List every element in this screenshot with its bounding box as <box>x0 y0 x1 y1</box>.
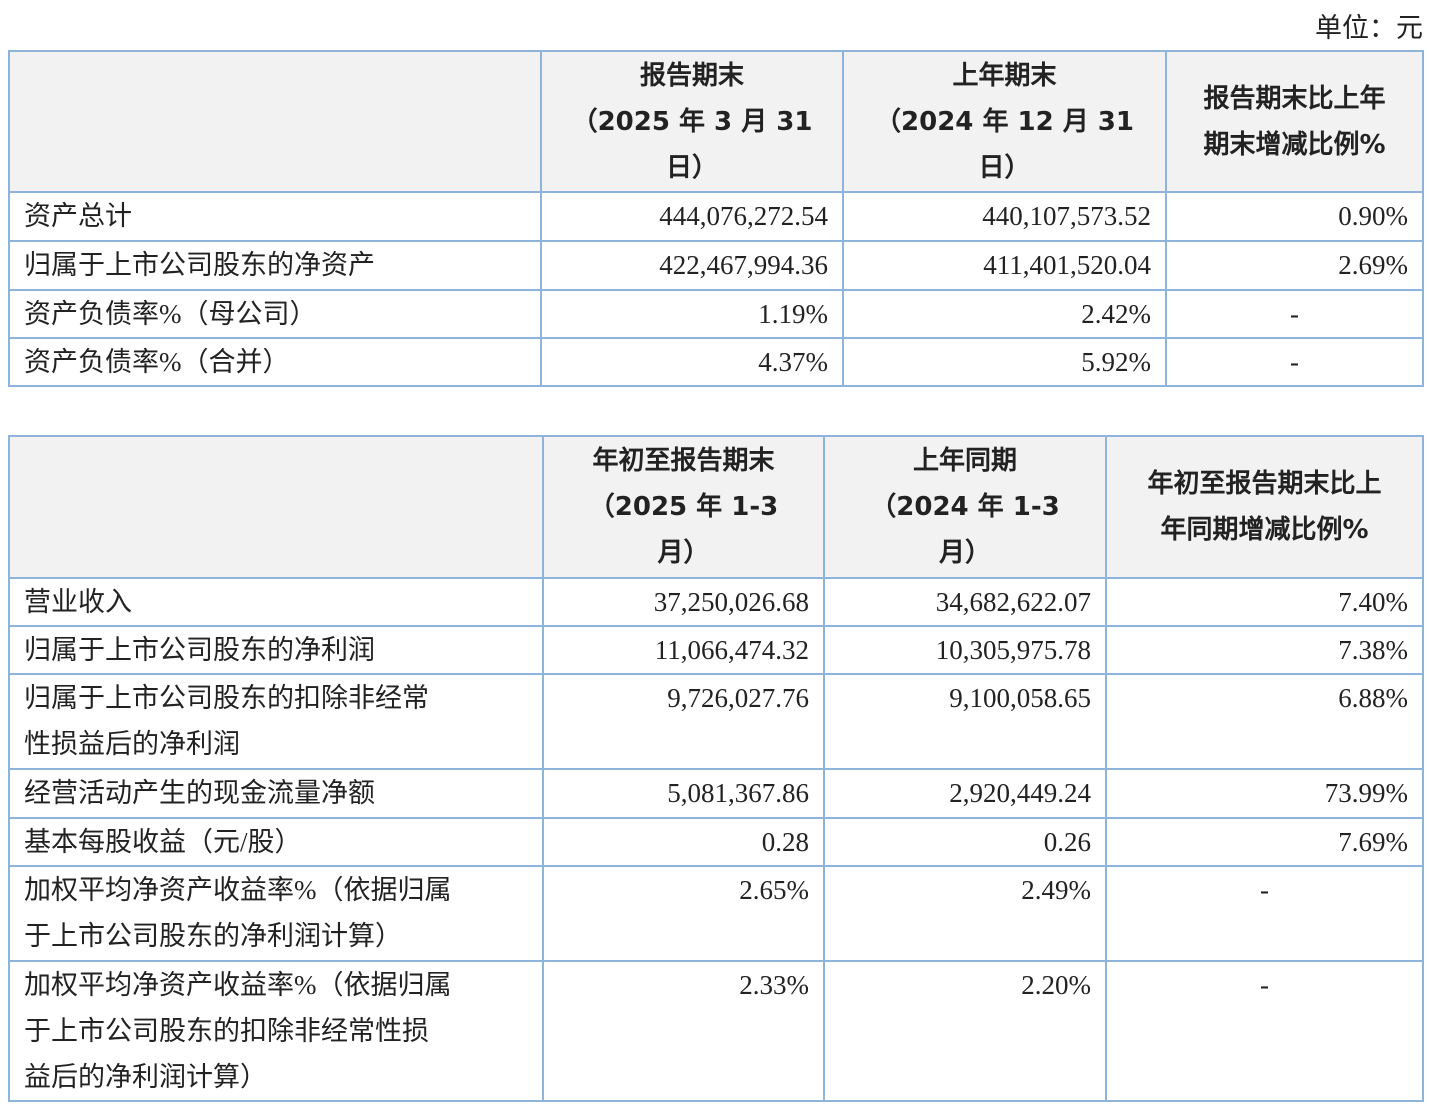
cell-line: （2025 年 1-3 <box>588 492 779 522</box>
header-cell: 上年同期 （2024 年 1-3 月） <box>823 435 1107 579</box>
value-cell: 5.92% <box>842 337 1167 387</box>
cell-line: （2024 年 1-3 <box>870 492 1060 522</box>
value-cell: 9,100,058.65 <box>823 673 1107 770</box>
cell-line: 归属于上市公司股东的扣除非经常 <box>24 683 429 713</box>
row-label: 归属于上市公司股东的净利润 <box>8 625 544 675</box>
table-row: 归属于上市公司股东的净利润 11,066,474.32 10,305,975.78 7… <box>8 625 1424 675</box>
value-cell: 422,467,994.36 <box>540 240 844 291</box>
header-cell <box>8 50 542 193</box>
header-cell: 上年期末 （2024 年 12 月 31 日） <box>842 50 1167 193</box>
cell-line: 日） <box>978 152 1031 183</box>
cell-line: 报告期末 <box>639 60 744 91</box>
value-cell: 6.88% <box>1105 673 1424 770</box>
header-row: 年初至报告期末 （2025 年 1-3 月） 上年同期 （2024 年 1-3 月） 年初至… <box>8 435 1424 579</box>
value-cell: 4.37% <box>540 337 844 387</box>
value-cell: 7.40% <box>1105 577 1424 627</box>
value-cell: 34,682,622.07 <box>823 577 1107 627</box>
cell-line: 加权平均净资产收益率%（依据归属 <box>24 970 452 1000</box>
header-cell: 年初至报告期末 （2025 年 1-3 月） <box>542 435 825 579</box>
unit-label: 单位：元 <box>1315 13 1423 43</box>
row-label: 资产总计 <box>8 191 542 242</box>
cell-line: 报告期末比上年 <box>1203 83 1386 114</box>
value-cell: 2,920,449.24 <box>823 768 1107 819</box>
table-row: 归属于上市公司股东的扣除非经常 性损益后的净利润 9,726,027.76 9,100… <box>8 673 1424 770</box>
income-table: 年初至报告期末 （2025 年 1-3 月） 上年同期 （2024 年 1-3 月） 年初至… <box>8 435 1424 1102</box>
value-cell: 2.69% <box>1165 240 1424 291</box>
table-row: 加权平均净资产收益率%（依据归属 于上市公司股东的扣除非经常性损 益后的净利润计算）… <box>8 960 1424 1102</box>
cell-line: 上年期末 <box>952 60 1057 91</box>
header-cell: 报告期末 （2025 年 3 月 31 日） <box>540 50 844 193</box>
value-cell: 11,066,474.32 <box>542 625 825 675</box>
cell-line: 年同期增减比例% <box>1160 515 1369 545</box>
cell-line: 益后的净利润计算） <box>24 1062 267 1092</box>
value-cell: 7.38% <box>1105 625 1424 675</box>
table-row: 资产负债率%（合并） 4.37% 5.92% - <box>8 337 1424 387</box>
value-cell: 5,081,367.86 <box>542 768 825 819</box>
cell-line: 性损益后的净利润 <box>24 729 240 759</box>
value-cell: 2.65% <box>542 865 825 962</box>
table-row: 加权平均净资产收益率%（依据归属 于上市公司股东的净利润计算） 2.65% 2.49%… <box>8 865 1424 962</box>
cell-line: 日） <box>665 152 718 183</box>
value-cell: 0.28 <box>542 817 825 867</box>
cell-line: 月） <box>938 538 991 568</box>
row-label: 经营活动产生的现金流量净额 <box>8 768 544 819</box>
header-cell: 报告期末比上年 期末增减比例% <box>1165 50 1424 193</box>
header-cell <box>8 435 544 579</box>
cell-line: 月） <box>657 538 710 568</box>
cell-line: 于上市公司股东的扣除非经常性损 <box>24 1016 429 1046</box>
value-cell: - <box>1105 960 1424 1102</box>
row-label: 资产负债率%（合并） <box>8 337 542 387</box>
table-row: 经营活动产生的现金流量净额 5,081,367.86 2,920,449.24 73.… <box>8 768 1424 819</box>
header-cell: 年初至报告期末比上 年同期增减比例% <box>1105 435 1424 579</box>
value-cell: 2.42% <box>842 289 1167 339</box>
cell-line: 加权平均净资产收益率%（依据归属 <box>24 875 452 905</box>
value-cell: 37,250,026.68 <box>542 577 825 627</box>
table-row: 资产负债率%（母公司） 1.19% 2.42% - <box>8 289 1424 339</box>
value-cell: 0.90% <box>1165 191 1424 242</box>
value-cell: 2.33% <box>542 960 825 1102</box>
table-row: 归属于上市公司股东的净资产 422,467,994.36 411,401,520.0… <box>8 240 1424 291</box>
cell-line: 期末增减比例% <box>1203 129 1386 160</box>
row-label: 营业收入 <box>8 577 544 627</box>
value-cell: - <box>1165 289 1424 339</box>
table-row: 资产总计 444,076,272.54 440,107,573.52 0.90% <box>8 191 1424 242</box>
cell-line: 于上市公司股东的净利润计算） <box>24 921 402 951</box>
table-header: 报告期末 （2025 年 3 月 31 日） 上年期末 （2024 年 12 月 31 日… <box>8 50 1424 193</box>
value-cell: 73.99% <box>1105 768 1424 819</box>
table-body: 资产总计 444,076,272.54 440,107,573.52 0.90% 归属于… <box>8 191 1424 387</box>
table-row: 营业收入 37,250,026.68 34,682,622.07 7.40% <box>8 577 1424 627</box>
row-label: 加权平均净资产收益率%（依据归属 于上市公司股东的扣除非经常性损 益后的净利润计算） <box>8 960 544 1102</box>
value-cell: 1.19% <box>540 289 844 339</box>
value-cell: 2.49% <box>823 865 1107 962</box>
value-cell: 444,076,272.54 <box>540 191 844 242</box>
row-label: 归属于上市公司股东的净资产 <box>8 240 542 291</box>
row-label: 归属于上市公司股东的扣除非经常 性损益后的净利润 <box>8 673 544 770</box>
table-header: 年初至报告期末 （2025 年 1-3 月） 上年同期 （2024 年 1-3 月） 年初至… <box>8 435 1424 579</box>
table-body: 营业收入 37,250,026.68 34,682,622.07 7.40% 归属于上市… <box>8 577 1424 1102</box>
cell-line: （2024 年 12 月 31 <box>875 106 1134 137</box>
value-cell: 440,107,573.52 <box>842 191 1167 242</box>
cell-line: 年初至报告期末 <box>592 446 775 476</box>
balance-table: 报告期末 （2025 年 3 月 31 日） 上年期末 （2024 年 12 月 31 日… <box>8 50 1424 387</box>
value-cell: 7.69% <box>1105 817 1424 867</box>
value-cell: - <box>1105 865 1424 962</box>
cell-line: 年初至报告期末比上 <box>1147 469 1382 499</box>
cell-line: （2025 年 3 月 31 <box>571 106 813 137</box>
value-cell: 0.26 <box>823 817 1107 867</box>
value-cell: 2.20% <box>823 960 1107 1102</box>
value-cell: 10,305,975.78 <box>823 625 1107 675</box>
value-cell: 411,401,520.04 <box>842 240 1167 291</box>
header-row: 报告期末 （2025 年 3 月 31 日） 上年期末 （2024 年 12 月 31 日… <box>8 50 1424 193</box>
table-row: 基本每股收益（元/股） 0.28 0.26 7.69% <box>8 817 1424 867</box>
value-cell: - <box>1165 337 1424 387</box>
cell-line: 上年同期 <box>912 446 1017 476</box>
row-label: 资产负债率%（母公司） <box>8 289 542 339</box>
value-cell: 9,726,027.76 <box>542 673 825 770</box>
row-label: 加权平均净资产收益率%（依据归属 于上市公司股东的净利润计算） <box>8 865 544 962</box>
row-label: 基本每股收益（元/股） <box>8 817 544 867</box>
